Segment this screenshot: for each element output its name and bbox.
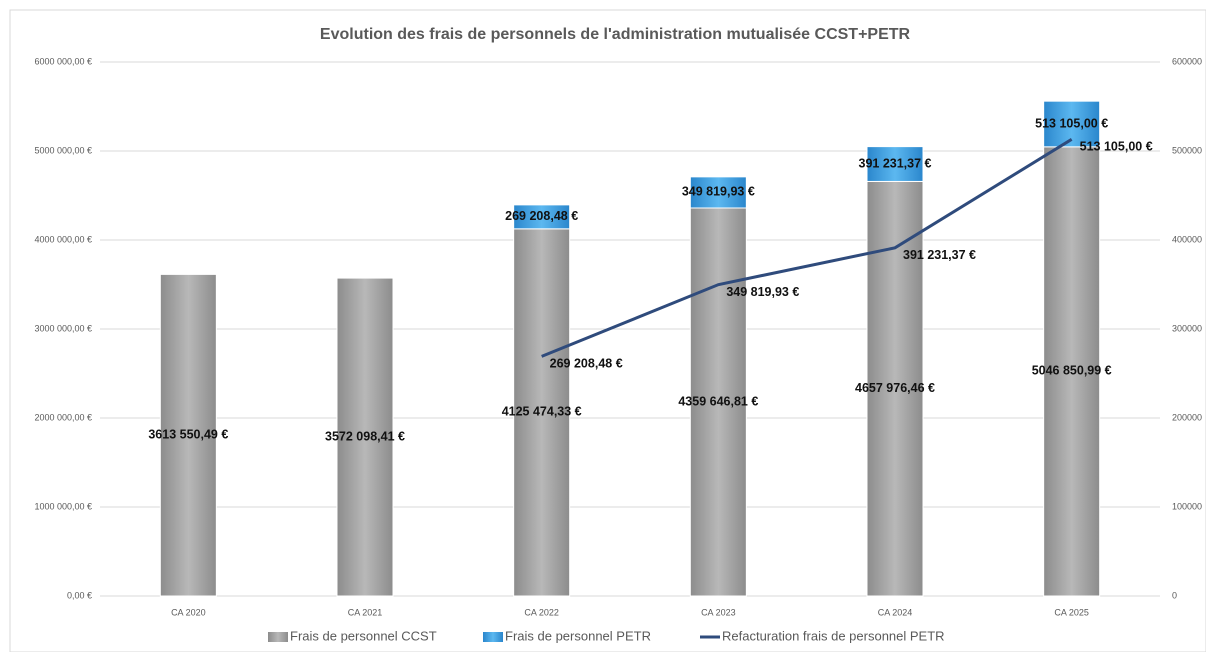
y-tick-label: 2000 000,00 € [34,412,92,422]
legend-label: Frais de personnel CCST [290,628,437,643]
bar-segment [336,277,394,597]
legend-swatch [483,632,503,642]
y2-tick-label: 500000 [1172,145,1202,155]
legend-swatch [268,632,288,642]
bar-value-label: 391 231,37 € [859,156,932,170]
y-tick-label: 5000 000,00 € [34,145,92,155]
line-series [541,138,1073,358]
y-tick-label: 4000 000,00 € [34,234,92,244]
bar-segment [513,204,571,230]
bar-value-label: 3572 098,41 € [325,429,405,443]
y-tick-label: 1000 000,00 € [34,501,92,511]
y2-tick-label: 400000 [1172,234,1202,244]
bar-value-label: 4125 474,33 € [502,405,582,419]
bar-value-label: 513 105,00 € [1035,116,1108,130]
y2-tick-label: 300000 [1172,323,1202,333]
bar-value-label: 269 208,48 € [505,209,578,223]
x-tick-label: CA 2024 [878,607,913,617]
bar-value-label: 349 819,93 € [682,185,755,199]
y-tick-label: 0,00 € [67,590,92,600]
bar-segment [159,273,217,597]
line-value-label: 269 208,48 € [550,357,623,371]
bar-segment [689,207,747,597]
x-tick-label: CA 2021 [348,607,383,617]
bar-value-label: 4359 646,81 € [678,394,758,408]
bar-value-label: 5046 850,99 € [1032,364,1112,378]
y-tick-label: 3000 000,00 € [34,323,92,333]
chart-title: Evolution des frais de personnels de l'a… [320,26,911,43]
x-tick-label: CA 2023 [701,607,736,617]
y2-tick-label: 0 [1172,590,1177,600]
bar-segment [1043,146,1101,597]
x-tick-label: CA 2025 [1054,607,1089,617]
y2-tick-label: 600000 [1172,56,1202,66]
bar-segment [689,176,747,209]
bar-segment [1043,100,1101,148]
y2-tick-label: 100000 [1172,501,1202,511]
bar-segment [866,146,924,182]
bar-value-label: 4657 976,46 € [855,381,935,395]
line-value-label: 391 231,37 € [903,248,976,262]
bar-value-label: 3613 550,49 € [148,427,228,441]
bar-segment [513,228,571,597]
y2-tick-label: 200000 [1172,412,1202,422]
legend-label: Frais de personnel PETR [505,628,651,643]
x-tick-label: CA 2022 [524,607,559,617]
x-tick-label: CA 2020 [171,607,206,617]
y-tick-label: 6000 000,00 € [34,56,92,66]
line-value-label: 349 819,93 € [726,285,799,299]
legend-label: Refacturation frais de personnel PETR [722,628,945,643]
line-value-label: 513 105,00 € [1080,140,1153,154]
